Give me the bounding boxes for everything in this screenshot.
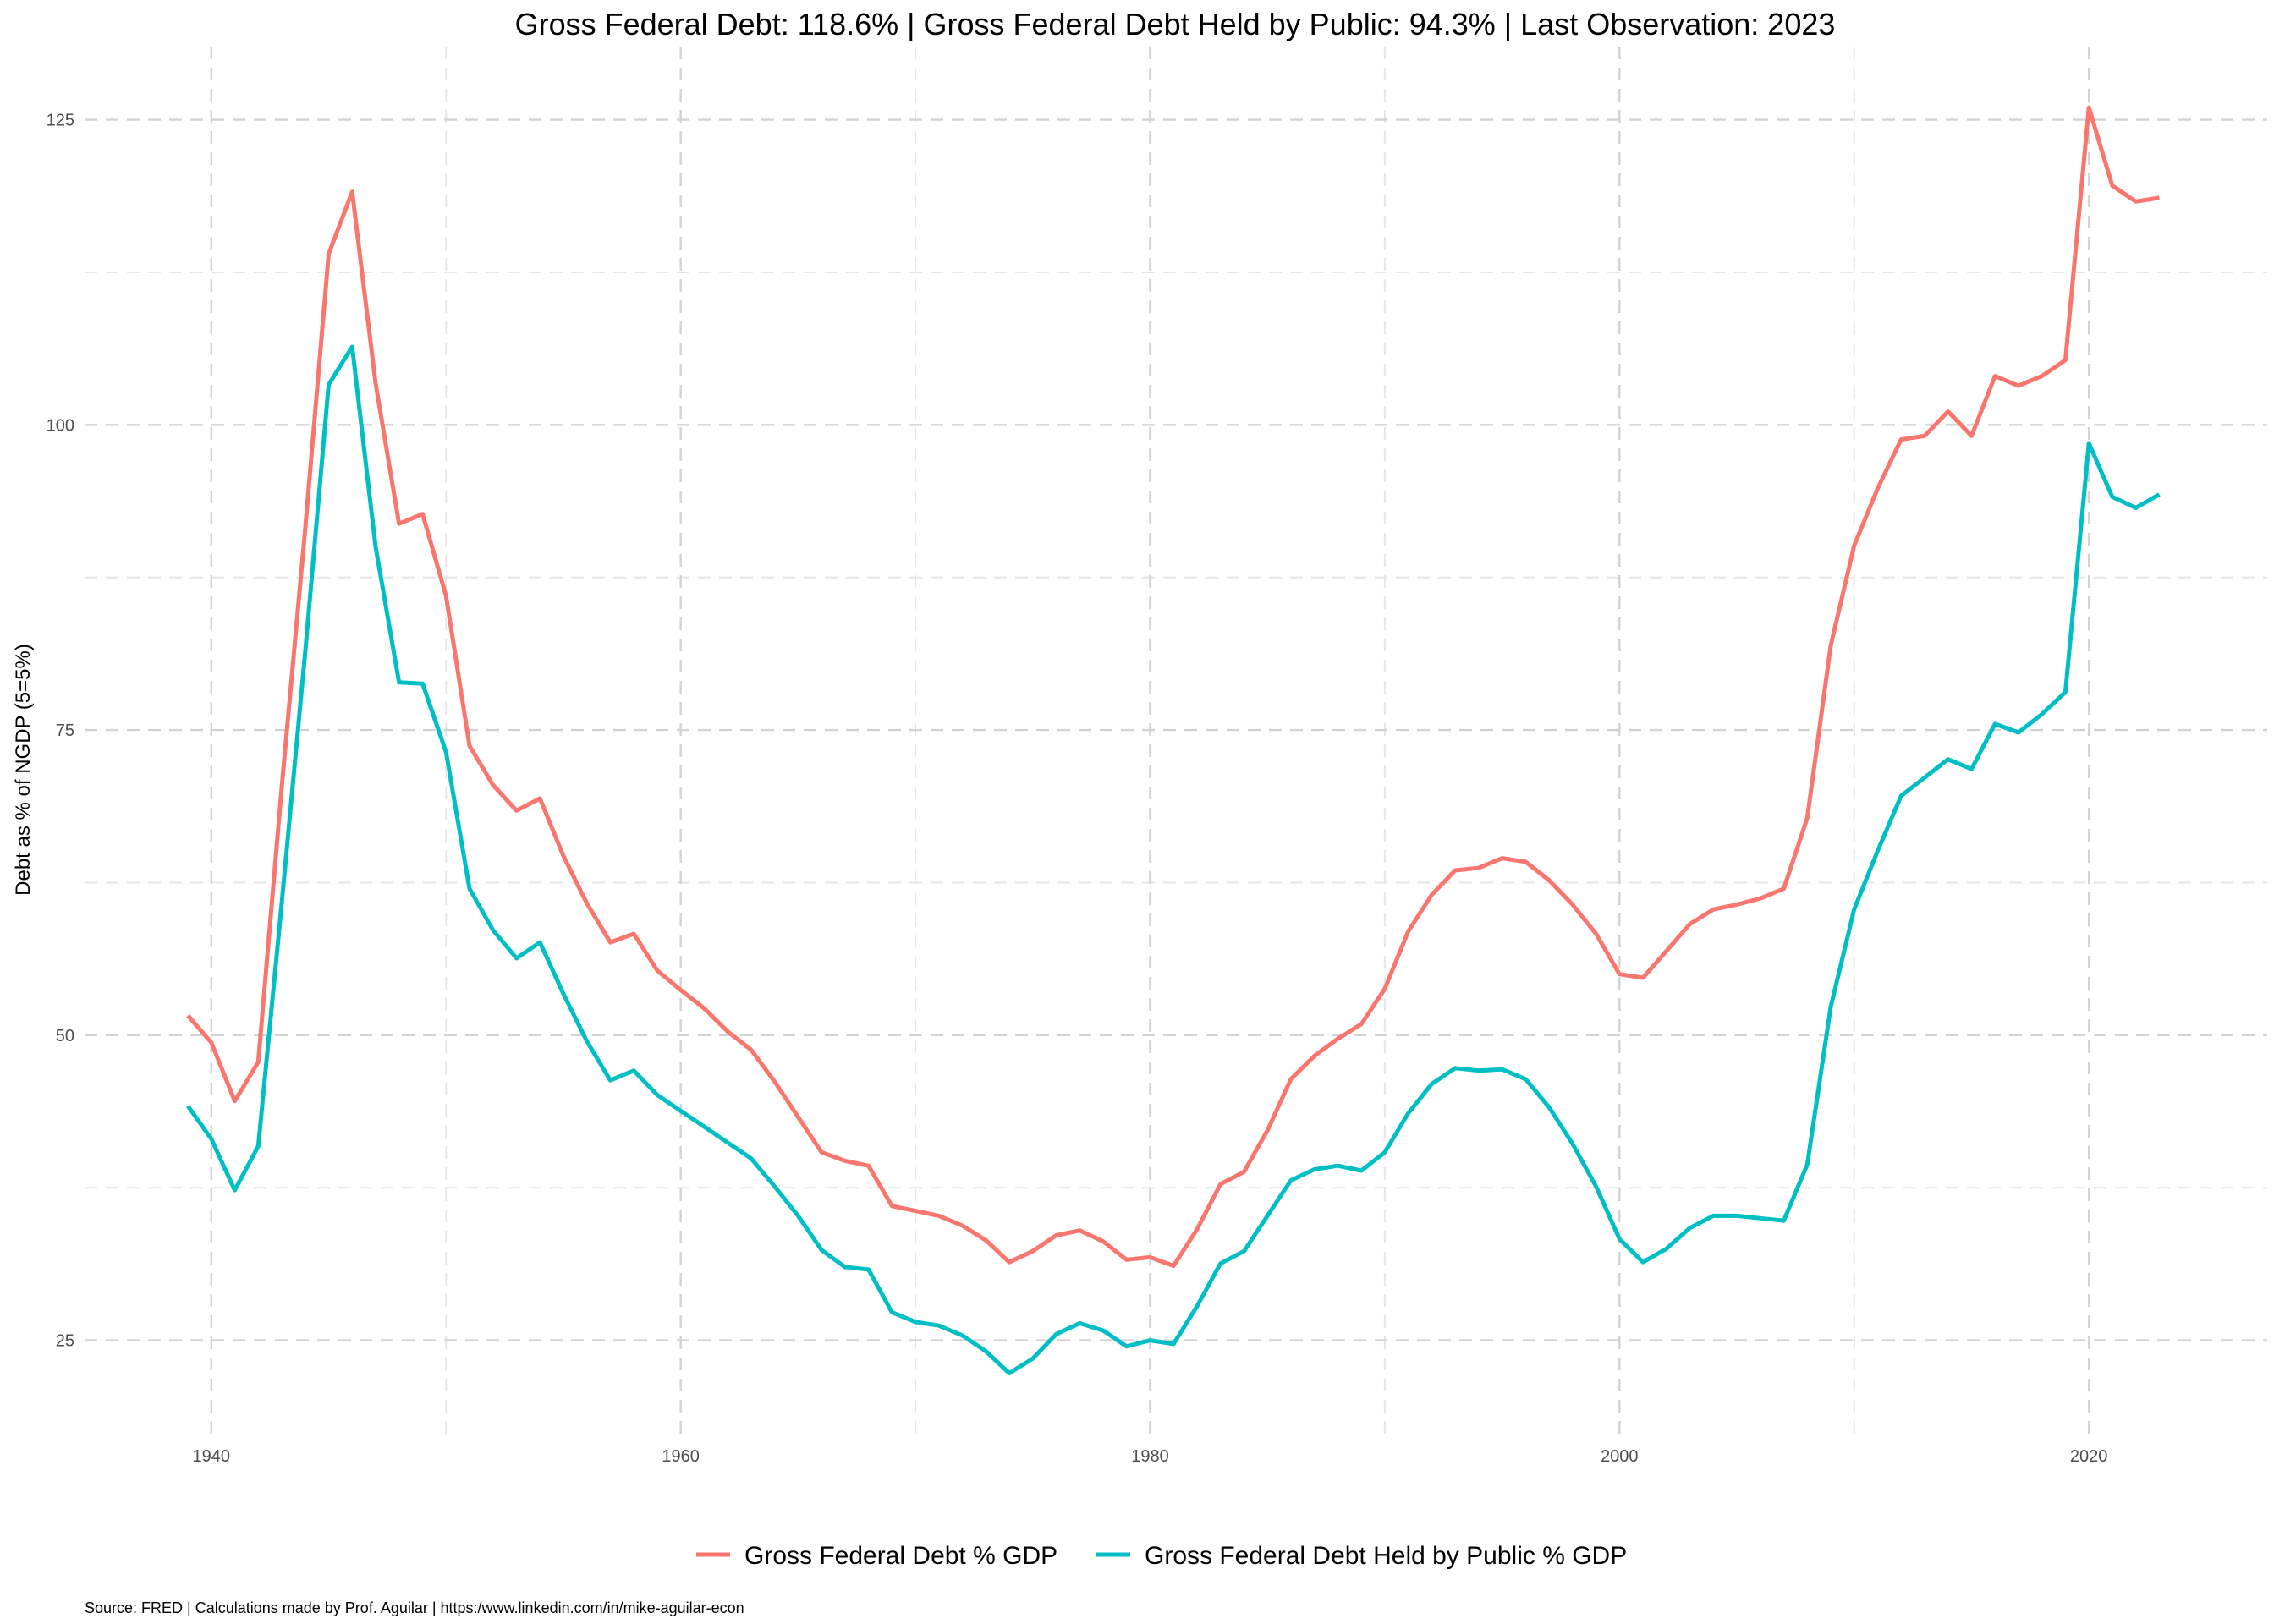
legend-label-gross-debt: Gross Federal Debt % GDP [744, 1542, 1057, 1570]
y-tick-label-25: 25 [56, 1332, 74, 1351]
minor-y-gridlines [85, 271, 2267, 1189]
debt-held-by-public-line [186, 344, 2161, 1375]
x-tick-label-1980: 1980 [1131, 1447, 1169, 1466]
y-tick-label-75: 75 [56, 721, 74, 740]
y-axis-tick-labels: 25 50 75 100 125 [47, 112, 74, 1351]
legend-label-debt-held-by-public: Gross Federal Debt Held by Public % GDP [1145, 1542, 1627, 1570]
minor-x-gridlines [445, 47, 1855, 1438]
y-tick-label-125: 125 [47, 112, 74, 130]
y-tick-label-50: 50 [56, 1027, 74, 1045]
gross-federal-debt-line [186, 105, 2160, 1268]
chart-legend: Gross Federal Debt % GDP Gross Federal D… [696, 1542, 1627, 1570]
y-axis-label: Debt as % of NGDP (5=5%) [12, 644, 35, 896]
chart-caption: Source: FRED | Calculations made by Prof… [85, 1599, 744, 1616]
series-lines [186, 105, 2161, 1375]
major-x-gridlines [210, 47, 2090, 1438]
x-axis-tick-labels: 1940 1960 1980 2000 2020 [193, 1447, 2108, 1466]
major-y-gridlines [85, 118, 2267, 1341]
y-tick-label-100: 100 [47, 416, 74, 435]
x-tick-label-2020: 2020 [2070, 1447, 2108, 1466]
x-tick-label-2000: 2000 [1601, 1447, 1639, 1466]
x-tick-label-1940: 1940 [193, 1447, 231, 1466]
chart-title: Gross Federal Debt: 118.6% | Gross Feder… [515, 7, 1836, 41]
x-tick-label-1960: 1960 [662, 1447, 700, 1466]
